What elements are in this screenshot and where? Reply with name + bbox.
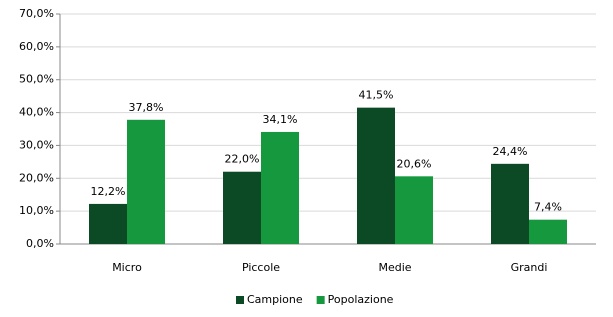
y-tick-label: 10,0% bbox=[19, 204, 54, 217]
bar bbox=[357, 107, 395, 245]
bar bbox=[89, 203, 127, 244]
data-label: 12,2% bbox=[91, 185, 126, 198]
legend-swatch bbox=[316, 296, 325, 304]
y-tick-label: 0,0% bbox=[26, 237, 54, 250]
x-tick-label: Micro bbox=[112, 261, 142, 274]
data-label: 41,5% bbox=[359, 89, 394, 102]
bar bbox=[395, 176, 433, 244]
y-tick-label: 20,0% bbox=[19, 171, 54, 184]
y-tick-label: 50,0% bbox=[19, 73, 54, 86]
bar bbox=[529, 219, 567, 244]
x-tick-label: Medie bbox=[378, 261, 411, 274]
y-tick-label: 40,0% bbox=[19, 106, 54, 119]
bar bbox=[127, 119, 165, 244]
x-tick-label: Piccole bbox=[242, 261, 280, 274]
bar bbox=[261, 131, 299, 244]
data-label: 22,0% bbox=[225, 153, 260, 166]
bar bbox=[491, 163, 529, 244]
y-tick-label: 30,0% bbox=[19, 138, 54, 151]
bar bbox=[223, 171, 261, 244]
data-label: 7,4% bbox=[534, 201, 562, 214]
legend-label: Popolazione bbox=[328, 293, 394, 306]
data-label: 37,8% bbox=[129, 101, 164, 114]
data-label: 24,4% bbox=[493, 145, 528, 158]
y-tick-label: 70,0% bbox=[19, 7, 54, 20]
data-label: 34,1% bbox=[263, 113, 298, 126]
data-label: 20,6% bbox=[397, 157, 432, 170]
legend-swatch bbox=[236, 296, 244, 304]
y-tick-label: 60,0% bbox=[19, 40, 54, 53]
legend-label: Campione bbox=[247, 293, 303, 306]
x-tick-label: Grandi bbox=[511, 261, 548, 274]
